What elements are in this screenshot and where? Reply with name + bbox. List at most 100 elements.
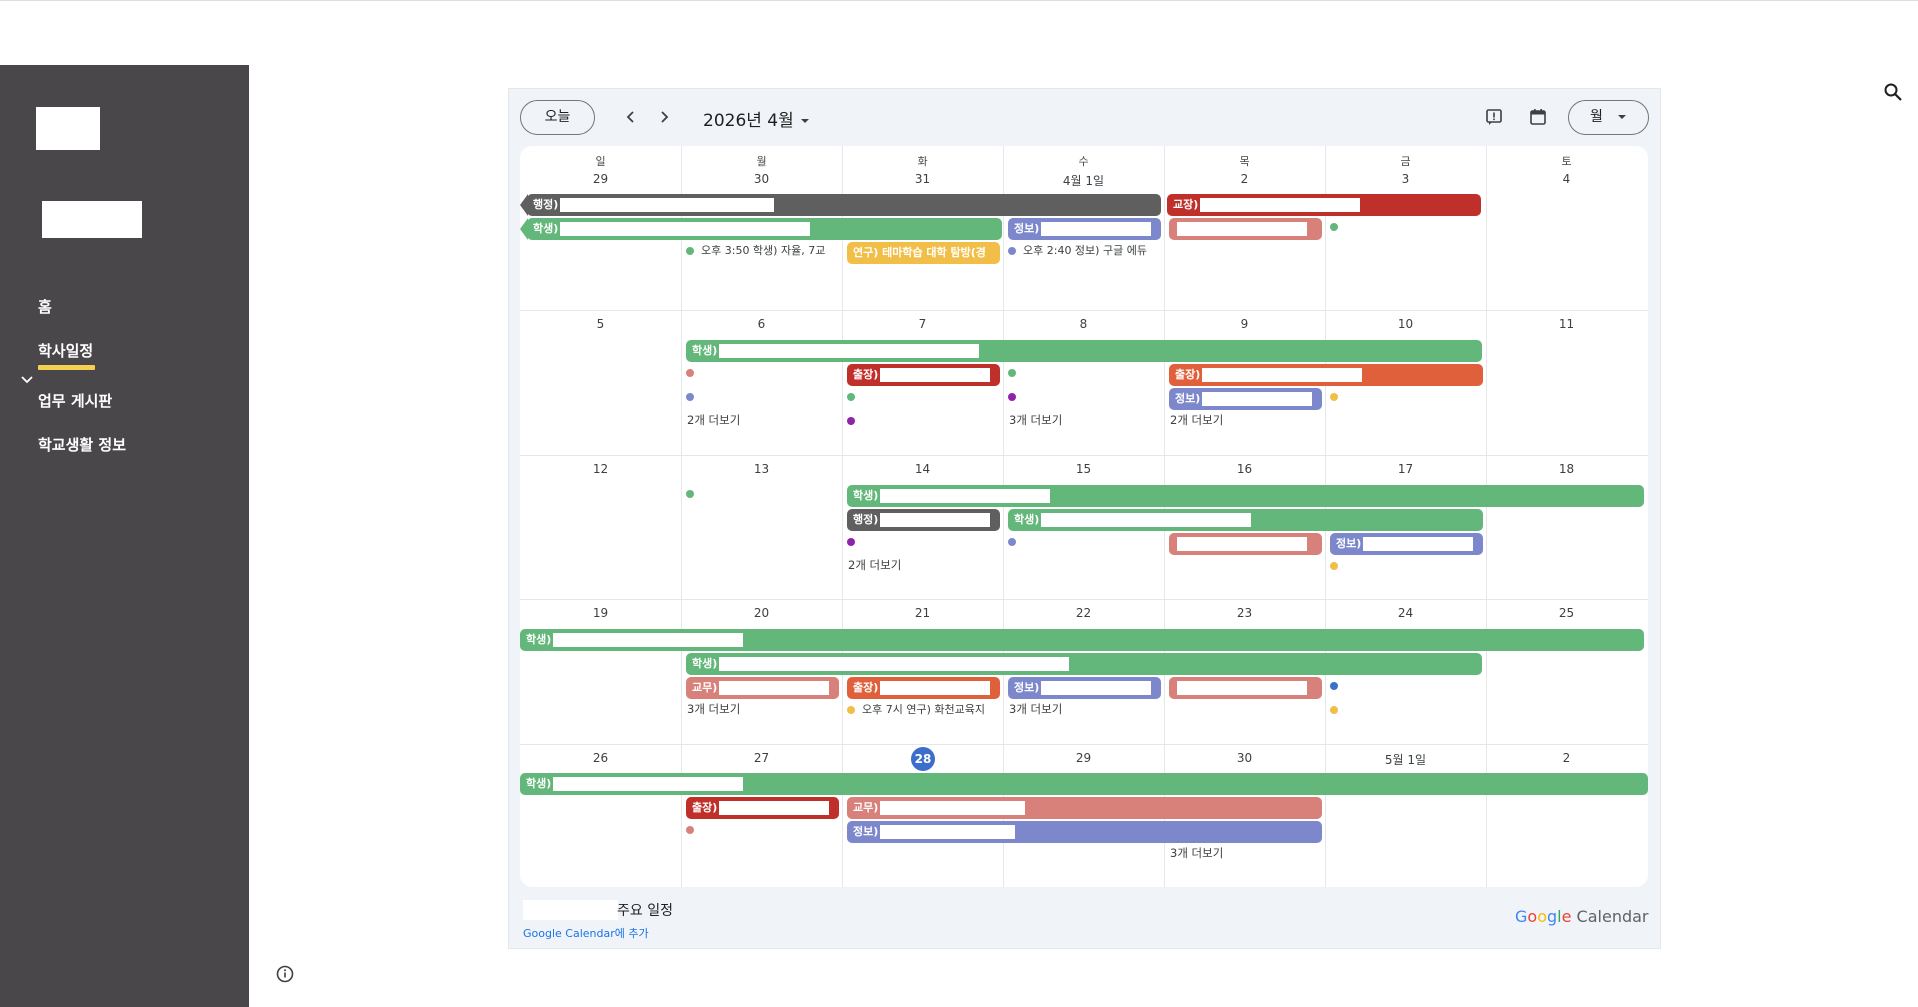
day-number[interactable]: 11 — [1558, 317, 1575, 331]
timed-event[interactable] — [1330, 701, 1482, 719]
more-events-link[interactable]: 3개 더보기 — [1009, 702, 1063, 716]
calendar-icon[interactable] — [1528, 107, 1548, 127]
event-bar[interactable]: 학생) — [1008, 509, 1483, 531]
more-events-link[interactable]: 3개 더보기 — [687, 702, 741, 716]
event-bar[interactable]: 출장) — [847, 364, 1000, 386]
day-number[interactable]: 5 — [596, 317, 605, 331]
timed-event[interactable] — [847, 412, 999, 430]
day-number[interactable]: 4월 1일 — [1062, 174, 1105, 188]
day-number[interactable]: 21 — [914, 606, 931, 620]
event-bar[interactable]: 학생) — [520, 629, 1644, 651]
day-number[interactable]: 27 — [753, 751, 770, 765]
day-number[interactable]: 31 — [914, 172, 931, 186]
day-number[interactable]: 8 — [1079, 317, 1088, 331]
chevron-right-icon[interactable] — [655, 108, 673, 126]
day-number[interactable]: 5월 1일 — [1384, 753, 1427, 767]
timed-event[interactable] — [686, 821, 838, 839]
event-bar[interactable]: 정보) — [1008, 218, 1161, 240]
event-bar[interactable]: 정보) — [1330, 533, 1483, 555]
google-calendar-logo[interactable]: Google Calendar — [1515, 907, 1649, 926]
day-number[interactable]: 15 — [1075, 462, 1092, 476]
day-number[interactable]: 24 — [1397, 606, 1414, 620]
event-bar[interactable]: 출장) — [1169, 364, 1483, 386]
day-number[interactable]: 18 — [1558, 462, 1575, 476]
event-bar[interactable]: 행정) — [847, 509, 1000, 531]
day-number[interactable]: 12 — [592, 462, 609, 476]
timed-event[interactable] — [1008, 388, 1160, 406]
timed-event[interactable] — [847, 533, 999, 551]
more-events-link[interactable]: 3개 더보기 — [1170, 846, 1224, 860]
day-number[interactable]: 29 — [1075, 751, 1092, 765]
day-number[interactable]: 2 — [1562, 751, 1571, 765]
event-bar[interactable]: 학생) — [527, 218, 1002, 240]
day-number[interactable]: 25 — [1558, 606, 1575, 620]
event-bar[interactable] — [1169, 533, 1322, 555]
timed-event[interactable] — [1330, 677, 1482, 695]
day-number[interactable]: 16 — [1236, 462, 1253, 476]
day-number[interactable]: 4 — [1562, 172, 1571, 186]
day-number[interactable]: 6 — [757, 317, 766, 331]
event-bar[interactable] — [1169, 218, 1322, 240]
day-number[interactable]: 29 — [592, 172, 609, 186]
timed-event[interactable] — [686, 364, 838, 382]
nav-work-board[interactable]: 업무 게시판 — [38, 392, 113, 410]
timed-event[interactable]: 오후 3:50 학생) 자율, 7교 — [686, 242, 838, 260]
event-bar[interactable]: 교무) — [847, 797, 1322, 819]
month-label[interactable]: 2026년 4월 — [703, 106, 810, 131]
timed-event[interactable] — [1330, 218, 1360, 236]
day-number[interactable]: 23 — [1236, 606, 1253, 620]
day-number[interactable]: 30 — [1236, 751, 1253, 765]
timed-event[interactable] — [686, 485, 838, 503]
event-bar[interactable]: 정보) — [1169, 388, 1322, 410]
event-bar[interactable]: 연구) 테마학습 대학 탐방(경 — [847, 242, 1000, 264]
timed-event[interactable] — [847, 388, 999, 406]
day-number[interactable]: 26 — [592, 751, 609, 765]
day-number[interactable]: 19 — [592, 606, 609, 620]
timed-event[interactable]: 오후 2:40 정보) 구글 에듀 — [1008, 242, 1160, 260]
timed-event[interactable] — [1008, 533, 1160, 551]
today-button[interactable]: 오늘 — [520, 100, 595, 135]
timed-event[interactable] — [1008, 364, 1160, 382]
info-icon[interactable] — [274, 963, 296, 985]
event-bar[interactable]: 교장) — [1167, 194, 1481, 216]
timed-event[interactable] — [1330, 388, 1482, 406]
search-icon[interactable] — [1882, 81, 1904, 103]
day-number[interactable]: 9 — [1240, 317, 1249, 331]
day-number[interactable]: 13 — [753, 462, 770, 476]
timed-event[interactable]: 오후 7시 연구) 화천교육지 — [847, 701, 999, 719]
timed-event[interactable] — [1330, 557, 1482, 575]
event-bar[interactable]: 정보) — [1008, 677, 1161, 699]
event-bar[interactable]: 학생) — [686, 340, 1482, 362]
event-bar[interactable]: 행정) — [527, 194, 1161, 216]
nav-school-life-info[interactable]: 학교생활 정보 — [38, 436, 127, 454]
school-logo[interactable] — [36, 107, 100, 150]
more-events-link[interactable]: 2개 더보기 — [687, 413, 741, 427]
event-bar[interactable]: 학생) — [686, 653, 1482, 675]
more-events-link[interactable]: 2개 더보기 — [1170, 413, 1224, 427]
chevron-left-icon[interactable] — [622, 108, 640, 126]
event-bar[interactable] — [1169, 677, 1322, 699]
event-bar[interactable]: 출장) — [686, 797, 839, 819]
day-number[interactable]: 7 — [918, 317, 927, 331]
timed-event[interactable] — [686, 388, 838, 406]
day-number[interactable]: 14 — [914, 462, 931, 476]
day-number[interactable]: 20 — [753, 606, 770, 620]
day-number[interactable]: 10 — [1397, 317, 1414, 331]
day-number[interactable]: 22 — [1075, 606, 1092, 620]
add-to-google-calendar-link[interactable]: Google Calendar에 추가 — [523, 927, 649, 940]
chevron-down-icon[interactable] — [20, 373, 34, 387]
event-bar[interactable]: 교무) — [686, 677, 839, 699]
day-number[interactable]: 3 — [1401, 172, 1410, 186]
event-bar[interactable]: 정보) — [847, 821, 1322, 843]
event-bar[interactable]: 학생) — [520, 773, 1648, 795]
more-events-link[interactable]: 2개 더보기 — [848, 558, 902, 572]
today-date-marker[interactable]: 28 — [911, 747, 935, 771]
day-number[interactable]: 17 — [1397, 462, 1414, 476]
view-select[interactable]: 월 — [1568, 100, 1649, 135]
event-bar[interactable]: 출장) — [847, 677, 1000, 699]
event-bar[interactable]: 학생) — [847, 485, 1644, 507]
day-number[interactable]: 30 — [753, 172, 770, 186]
nav-academic-schedule[interactable]: 학사일정 — [38, 342, 96, 370]
feedback-icon[interactable] — [1484, 107, 1504, 127]
day-number[interactable]: 2 — [1240, 172, 1249, 186]
